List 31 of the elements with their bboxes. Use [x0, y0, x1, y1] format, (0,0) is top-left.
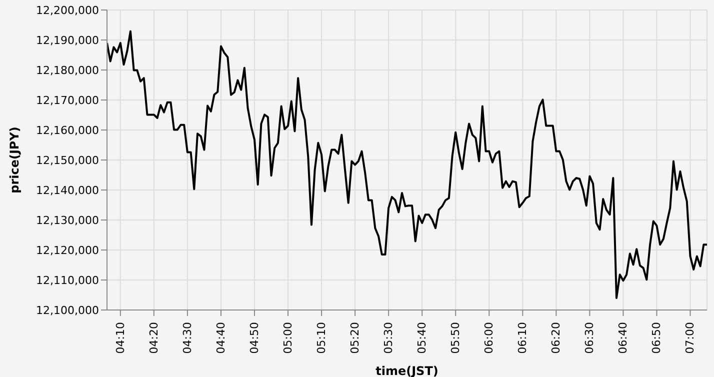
y-tick-label: 12,130,000: [36, 214, 99, 227]
line-series: [107, 30, 707, 299]
y-tick-label: 12,180,000: [36, 64, 99, 77]
y-tick-label: 12,200,000: [36, 4, 99, 17]
y-tick-label: 12,110,000: [36, 274, 99, 287]
y-axis-title: price(JPY): [7, 126, 22, 194]
x-tick-label: 05:30: [382, 322, 396, 354]
y-tick-label: 12,160,000: [36, 124, 99, 137]
x-tick-label: 04:40: [214, 322, 228, 354]
x-tick-label: 05:50: [449, 322, 462, 354]
x-tick-label: 06:50: [650, 322, 664, 354]
y-tick-label: 12,170,000: [36, 94, 99, 107]
x-tick-label: 05:00: [282, 322, 295, 354]
x-tick-label: 04:30: [180, 322, 194, 354]
y-tick-label: 12,120,000: [36, 244, 99, 257]
x-tick-label: 06:40: [616, 322, 630, 354]
y-tick-label: 12,140,000: [36, 184, 99, 197]
y-tick-label: 12,190,000: [36, 34, 99, 47]
x-tick-label: 05:10: [315, 322, 328, 354]
x-tick-label: 05:20: [348, 322, 362, 354]
x-tick-label: 04:50: [248, 322, 261, 354]
y-tick-label: 12,150,000: [36, 154, 99, 167]
x-tick-label: 04:20: [147, 322, 160, 354]
x-tick-label: 04:10: [114, 322, 127, 354]
x-tick-label: 06:00: [482, 322, 496, 354]
x-tick-label: 05:40: [416, 322, 429, 354]
x-tick-label: 06:30: [583, 322, 596, 354]
x-tick-label: 07:00: [684, 322, 697, 354]
x-tick-label: 06:20: [550, 322, 563, 354]
y-tick-label: 12,100,000: [36, 304, 99, 317]
x-tick-label: 06:10: [516, 322, 530, 354]
